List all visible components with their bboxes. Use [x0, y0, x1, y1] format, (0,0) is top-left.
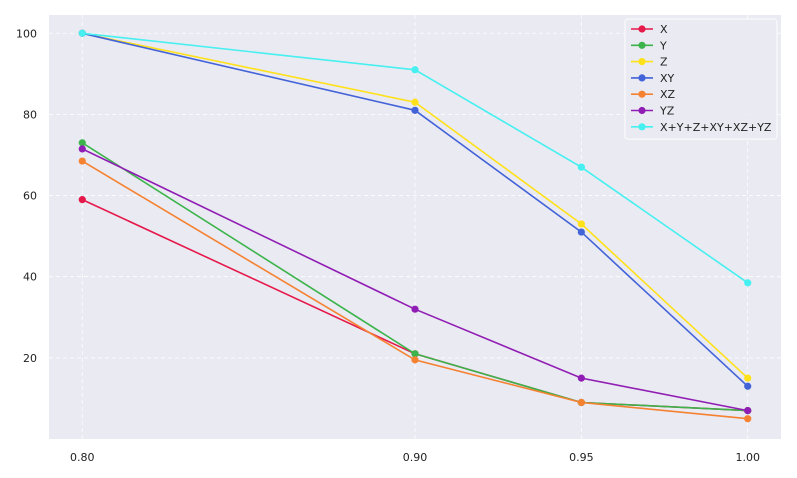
series-XZ: [78, 157, 752, 423]
legend-label: X: [660, 23, 668, 36]
legend-label: X+Y+Z+XY+XZ+YZ: [660, 121, 772, 134]
data-point: [577, 228, 585, 236]
series-line: [82, 32, 749, 387]
legend-marker: [638, 74, 646, 82]
legend-marker: [638, 41, 646, 49]
legend-label: Z: [660, 56, 668, 69]
data-point: [577, 220, 585, 228]
x-tick-label: 1.00: [735, 451, 760, 464]
x-tick-label: 0.80: [70, 451, 95, 464]
data-point: [411, 98, 419, 106]
y-tick-label: 20: [23, 352, 37, 365]
legend-marker: [638, 106, 646, 115]
y-tick-label: 80: [23, 108, 37, 121]
legend-label: XY: [660, 72, 675, 85]
legend-label: XZ: [660, 88, 676, 101]
series-line: [82, 32, 749, 284]
series-line: [82, 32, 749, 379]
data-point: [78, 29, 86, 37]
data-point: [411, 350, 419, 358]
legend-item: YZ: [631, 105, 675, 118]
data-point: [577, 398, 585, 407]
legend-label: YZ: [659, 105, 675, 118]
data-point: [411, 356, 419, 364]
legend-item: X+Y+Z+XY+XZ+YZ: [631, 121, 772, 134]
series-X+Y+Z+XY+XZ+YZ: [78, 29, 752, 287]
legend-marker: [638, 25, 646, 33]
legend-item: Y: [631, 39, 667, 52]
legend-label: Y: [659, 39, 667, 52]
data-point: [744, 406, 752, 415]
data-point: [78, 196, 86, 204]
legend-item: Z: [631, 56, 668, 69]
data-point: [744, 279, 752, 287]
data-point: [744, 374, 752, 382]
data-point: [577, 374, 585, 382]
y-tick-label: 100: [16, 27, 37, 40]
data-point: [577, 163, 585, 171]
x-tick-label: 0.95: [569, 451, 594, 464]
data-point: [744, 415, 752, 423]
data-point: [78, 157, 86, 165]
series-line: [81, 160, 748, 420]
legend-box: [624, 18, 778, 140]
y-axis-ticks: 20 40 60 80 100: [16, 27, 37, 365]
series-line: [81, 148, 748, 412]
data-point: [411, 305, 419, 313]
data-point: [411, 106, 419, 114]
x-tick-label: 0.90: [403, 451, 428, 464]
y-tick-label: 60: [23, 190, 37, 203]
series-YZ: [78, 145, 752, 415]
legend-item: XY: [631, 72, 675, 85]
x-axis-ticks: 0.80 0.90 0.95 1.00: [70, 451, 760, 464]
legend-item: X: [631, 23, 668, 36]
series-line: [81, 142, 748, 412]
legend-marker: [638, 90, 646, 98]
data-point: [78, 145, 86, 153]
legend-marker: [638, 58, 646, 66]
legend-item: XZ: [631, 88, 676, 101]
data-point: [78, 139, 86, 147]
data-point: [744, 382, 752, 390]
data-point: [411, 66, 419, 74]
legend-marker: [638, 123, 646, 131]
y-tick-label: 40: [23, 271, 37, 284]
series-layer: [78, 29, 752, 423]
